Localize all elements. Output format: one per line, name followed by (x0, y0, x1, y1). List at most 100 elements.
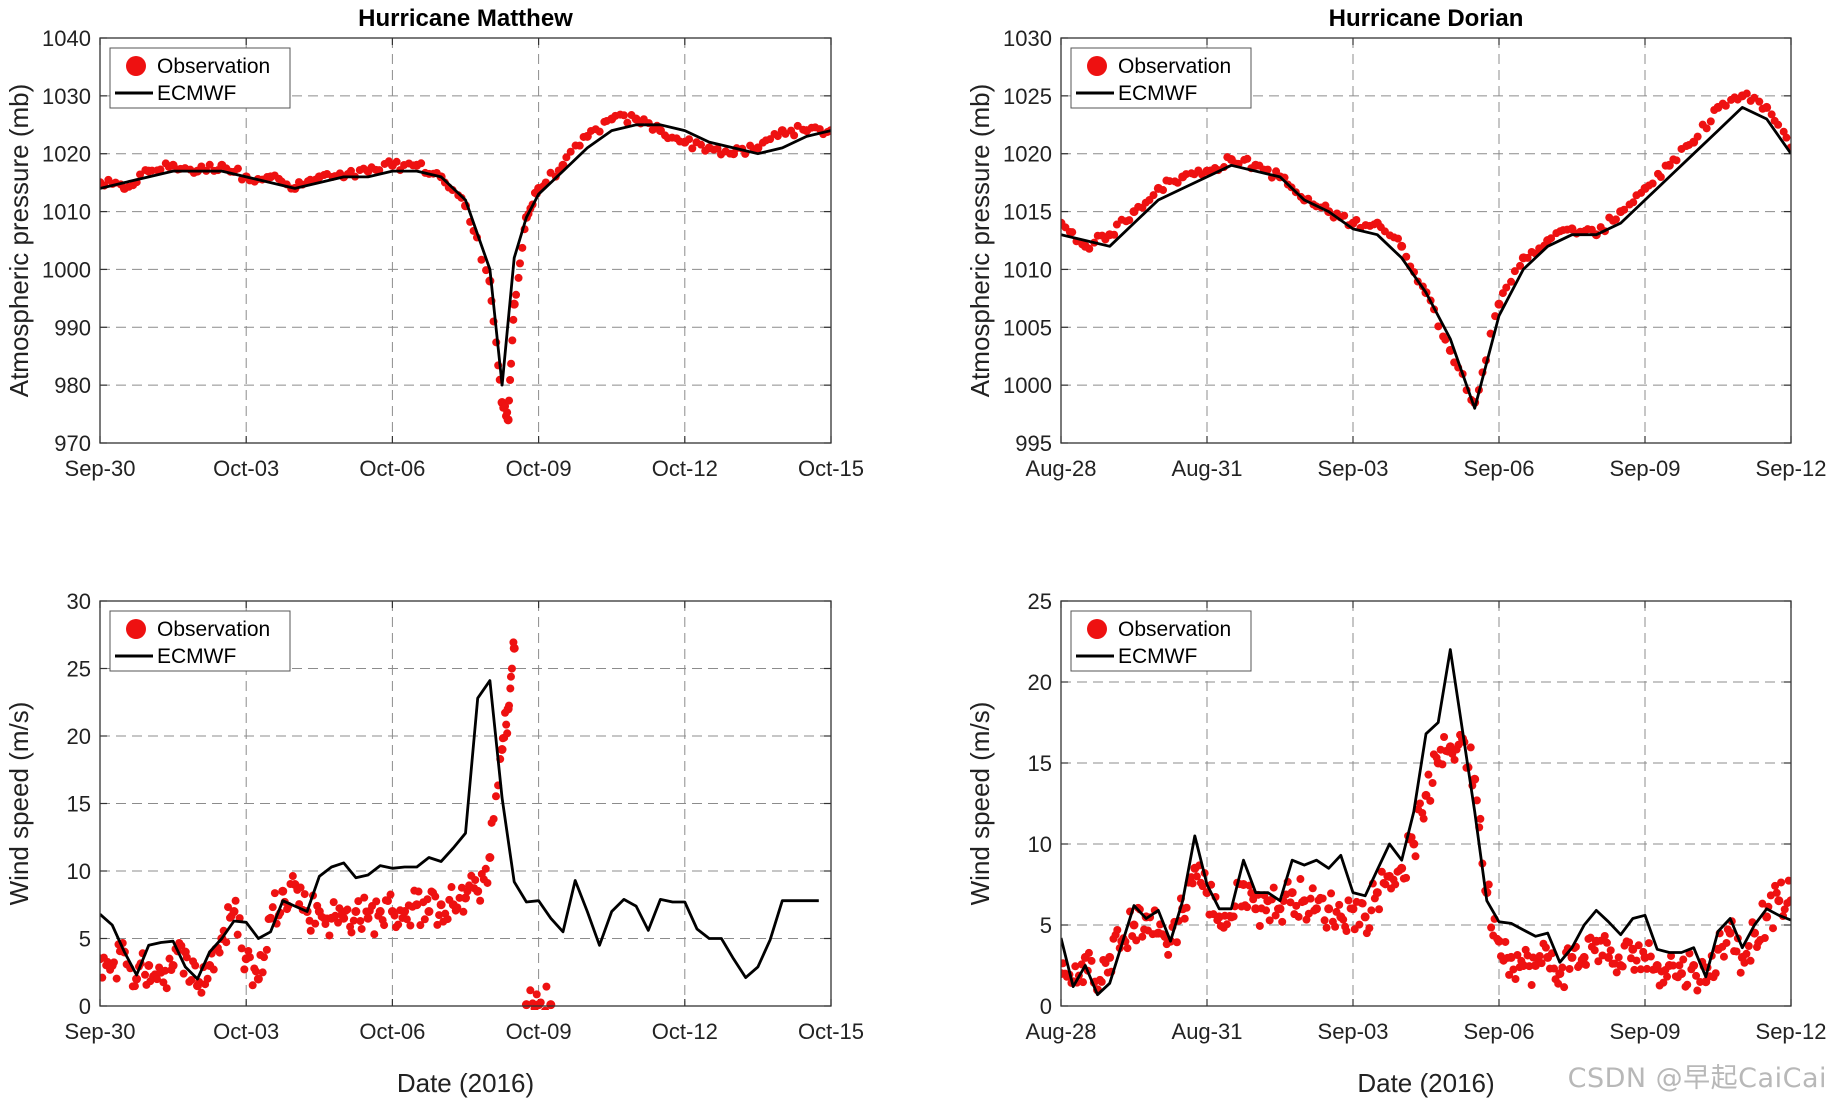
observation-point (372, 897, 381, 906)
observation-point (390, 911, 399, 920)
observation-point (1554, 979, 1563, 988)
observation-point (1762, 102, 1772, 112)
observation-point (1372, 888, 1382, 898)
axes-box (1060, 600, 1792, 1007)
observation-point (506, 375, 515, 384)
chart-title: Hurricane Matthew (358, 5, 573, 32)
x-tick-label: Oct-12 (652, 1019, 718, 1044)
observation-point (497, 745, 507, 754)
observation-point (508, 336, 517, 345)
observation-point (1198, 882, 1207, 891)
plot-content (100, 638, 819, 1019)
observation-point (1352, 215, 1361, 224)
observation-point (1634, 941, 1643, 950)
y-tick-label: 1020 (42, 142, 91, 167)
legend-observation-label: Observation (1118, 618, 1231, 641)
observation-point (524, 1011, 532, 1019)
observation-point (506, 684, 515, 693)
observation-point (1755, 97, 1764, 106)
observation-point (1358, 899, 1367, 908)
observation-point (1344, 896, 1353, 905)
observation-point (370, 930, 379, 939)
observation-point (1132, 936, 1141, 945)
observation-point (431, 892, 440, 901)
observation-point (1494, 299, 1504, 309)
x-tick-label: Sep-03 (1318, 1019, 1389, 1044)
y-tick-label: 1040 (42, 26, 91, 51)
x-tick-label: Oct-03 (213, 456, 279, 481)
observation-point (506, 672, 515, 681)
ecmwf-line (100, 123, 831, 387)
observation-point (182, 953, 191, 962)
observation-point (251, 967, 260, 976)
observation-point (1736, 968, 1745, 977)
y-tick-label: 1010 (1003, 257, 1052, 282)
observation-point (1377, 867, 1386, 876)
observation-point (505, 701, 514, 710)
observation-point (1440, 732, 1449, 741)
y-tick-label: 1025 (1003, 84, 1052, 109)
y-tick-label: 25 (1028, 589, 1052, 614)
observation-point (483, 878, 492, 887)
observation-point (1085, 244, 1094, 253)
observation-point (562, 153, 571, 162)
observation-point (1675, 961, 1684, 970)
x-tick-label: Aug-28 (1026, 1019, 1097, 1044)
ecmwf-line (1061, 106, 1791, 410)
y-tick-label: 10 (67, 859, 91, 884)
observation-point (375, 166, 384, 175)
observation-point (262, 945, 271, 954)
x-tick-label: Sep-06 (1464, 456, 1535, 481)
observation-point (339, 913, 349, 923)
plot-content (100, 110, 831, 425)
observation-point (231, 896, 240, 905)
x-tick-label: Sep-06 (1464, 1019, 1535, 1044)
observation-point (1355, 920, 1364, 929)
observation-point (1476, 814, 1485, 823)
y-tick-label: 5 (79, 927, 91, 952)
y-tick-label: 5 (1040, 913, 1052, 938)
observation-point (1068, 228, 1077, 237)
y-tick-label: 980 (54, 373, 91, 398)
observation-point (1269, 883, 1278, 892)
observation-point (1636, 965, 1645, 974)
observation-point (1692, 971, 1701, 980)
legend-observation-marker (1087, 619, 1107, 639)
y-axis-label: Wind speed (m/s) (965, 702, 995, 906)
observation-point (1339, 915, 1348, 924)
legend: Observation ECMWF (109, 610, 291, 672)
legend-observation-label: Observation (157, 55, 270, 78)
observation-point (356, 917, 365, 926)
observation-point (1780, 905, 1789, 914)
observation-point (1110, 230, 1119, 239)
y-tick-label: 0 (1040, 994, 1052, 1019)
observation-point (1771, 881, 1780, 890)
observation-point (1786, 896, 1791, 906)
observation-point (526, 986, 535, 995)
observation-point (485, 853, 495, 862)
observation-point (161, 966, 170, 975)
x-tick-label: Sep-12 (1756, 456, 1827, 481)
observation-point (566, 147, 575, 156)
observation-point (311, 919, 320, 928)
observation-point (1558, 963, 1567, 972)
observation-point (512, 290, 521, 299)
observation-point (1222, 920, 1231, 929)
observation-point (1777, 878, 1786, 887)
observation-point (1229, 912, 1238, 921)
observation-series (100, 638, 556, 1019)
observation-point (1604, 952, 1613, 962)
x-tick-label: Oct-15 (798, 456, 864, 481)
observation-point (386, 890, 395, 899)
observation-point (503, 729, 512, 738)
observation-point (346, 166, 355, 175)
observation-point (205, 160, 214, 169)
observation-point (1484, 880, 1493, 889)
observation-point (1263, 165, 1272, 174)
x-tick-label: Aug-31 (1172, 456, 1243, 481)
observation-point (1721, 101, 1730, 110)
axes-box (99, 37, 832, 444)
observation-point (1331, 922, 1340, 931)
observation-point (518, 243, 527, 252)
observation-point (1296, 875, 1305, 884)
